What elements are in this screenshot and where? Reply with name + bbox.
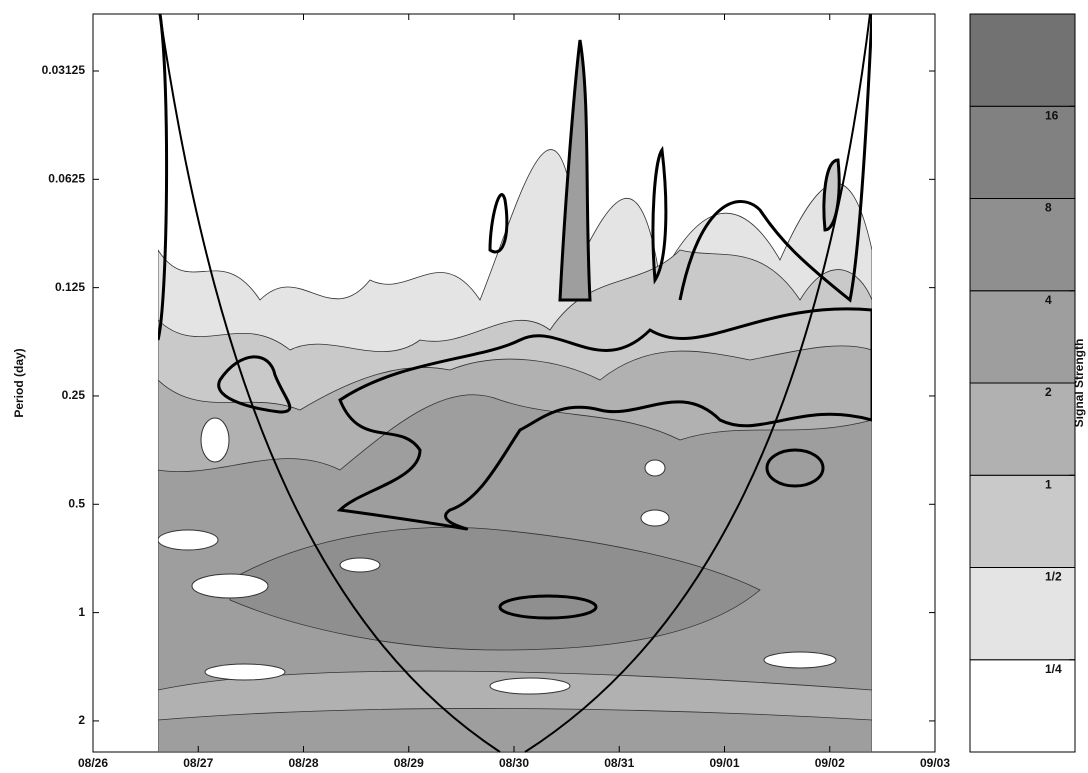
x-tick-label: 08/29 (394, 756, 424, 770)
colorbar-band (970, 475, 1075, 567)
x-tick-label: 09/03 (920, 756, 950, 770)
colorbar-tick-label: 16 (1045, 108, 1059, 122)
y-tick-label: 1 (78, 605, 85, 619)
colorbar-tick-label: 2 (1045, 385, 1052, 399)
colorbar-band (970, 291, 1075, 383)
y-tick-label: 0.25 (62, 388, 86, 402)
y-tick-label: 0.0625 (48, 171, 85, 185)
colorbar-tick-label: 4 (1045, 293, 1052, 307)
y-axis-label: Period (day) (12, 348, 26, 417)
chart: Period (day) Signal Strength 08/2608/270… (0, 0, 1088, 773)
y-tick-label: 2 (78, 713, 85, 727)
colorbar-band (970, 383, 1075, 475)
x-tick-label: 08/31 (604, 756, 634, 770)
colorbar-tick-label: 8 (1045, 201, 1052, 215)
colorbar-tick-label: 1 (1045, 477, 1052, 491)
y-tick-label: 0.125 (55, 280, 85, 294)
y-tick-label: 0.03125 (42, 63, 86, 77)
x-tick-label: 08/26 (78, 756, 108, 770)
y-tick-label: 0.5 (68, 496, 85, 510)
x-tick-label: 09/01 (709, 756, 739, 770)
colorbar-tick-label: 1/4 (1045, 662, 1062, 676)
x-tick-label: 09/02 (815, 756, 845, 770)
colorbar-band (970, 199, 1075, 291)
x-tick-label: 08/28 (288, 756, 318, 770)
colorbar-band (970, 106, 1075, 198)
colorbar-tick-label: 1/2 (1045, 570, 1062, 584)
colorbar-band (970, 14, 1075, 106)
x-tick-label: 08/30 (499, 756, 529, 770)
x-tick-label: 08/27 (183, 756, 213, 770)
